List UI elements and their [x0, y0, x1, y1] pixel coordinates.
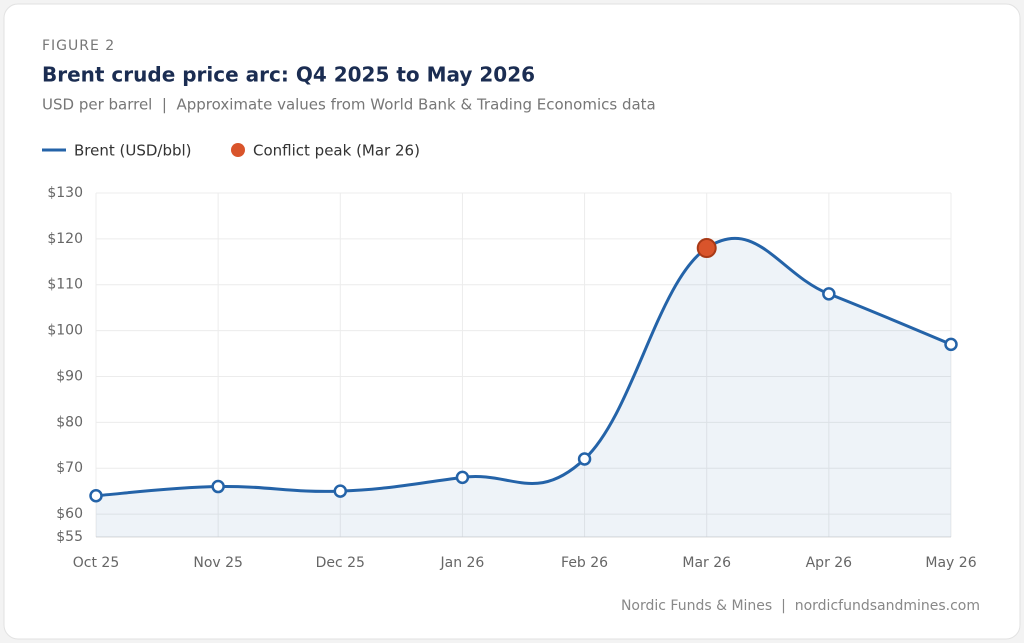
- y-tick-label: $60: [56, 506, 83, 522]
- point: [333, 484, 348, 498]
- plot: $55 $60 $70 $80 $90 $100 $110 $120 $130 Oct 25 Nov…: [47, 185, 976, 571]
- y-tick-label: $70: [56, 460, 83, 476]
- subtitle: USD per barrel | Approximate values from…: [42, 96, 656, 114]
- x-tick-label: Mar 26: [682, 555, 731, 571]
- x-tick-label: Dec 25: [316, 555, 365, 571]
- card: [3, 3, 1021, 640]
- x-tick-label: Feb 26: [561, 555, 608, 571]
- peak-point: [696, 238, 717, 259]
- point: [577, 452, 592, 466]
- x-tick-label: Apr 26: [806, 555, 853, 571]
- x-tick-label: Jan 26: [439, 555, 484, 571]
- legend-label: Conflict peak (Mar 26): [253, 142, 420, 160]
- legend-label: Brent (USD/bbl): [74, 142, 192, 160]
- figure-label: FIGURE 2: [42, 38, 115, 54]
- source: Nordic Funds & Mines | nordicfundsandmin…: [621, 598, 980, 614]
- y-tick-label: $130: [47, 185, 83, 201]
- x-tick-label: Oct 25: [73, 555, 119, 571]
- y-tick-label: $120: [47, 231, 83, 247]
- y-tick-label: $55: [56, 529, 83, 545]
- point: [89, 488, 103, 503]
- x-tick-label: May 26: [925, 555, 976, 571]
- line: [95, 236, 952, 498]
- y-tick-label: $110: [47, 277, 83, 293]
- chart-title: Brent crude price arc: Q4 2025 to May 20…: [42, 63, 535, 87]
- y-tick-label: $80: [56, 414, 83, 430]
- point: [211, 479, 225, 494]
- y-tick-label: $90: [56, 368, 83, 384]
- point: [822, 287, 836, 301]
- point: [944, 337, 958, 352]
- y-tick-label: $100: [47, 323, 83, 339]
- point: [455, 470, 470, 485]
- x-tick-label: Nov 25: [193, 555, 243, 571]
- legend-swatch: [231, 143, 245, 157]
- area: [96, 238, 951, 537]
